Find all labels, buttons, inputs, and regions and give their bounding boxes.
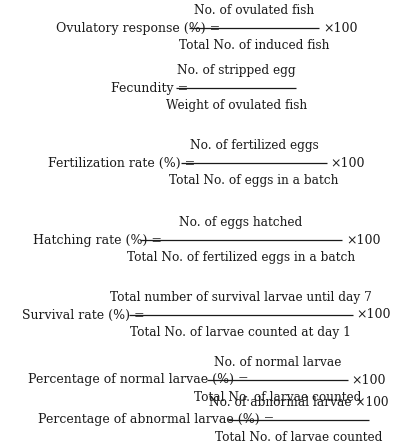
Text: Total No. of larvae counted: Total No. of larvae counted (215, 431, 382, 444)
Text: Total No. of larvae counted at day 1: Total No. of larvae counted at day 1 (131, 326, 351, 339)
Text: No. of ovulated fish: No. of ovulated fish (194, 4, 314, 17)
Text: No. of stripped egg: No. of stripped egg (177, 64, 295, 77)
Text: Weight of ovulated fish: Weight of ovulated fish (166, 99, 306, 112)
Text: Percentage of normal larvae (%) =: Percentage of normal larvae (%) = (28, 373, 248, 386)
Text: Total No. of induced fish: Total No. of induced fish (179, 39, 329, 52)
Text: Fecundity =: Fecundity = (111, 82, 188, 95)
Text: Percentage of abnormal larvae (%) =: Percentage of abnormal larvae (%) = (38, 413, 275, 427)
Text: Hatching rate (%) =: Hatching rate (%) = (33, 234, 162, 246)
Text: No. of abnormal larvae ×100: No. of abnormal larvae ×100 (209, 396, 388, 409)
Text: No. of fertilized eggs: No. of fertilized eggs (190, 139, 318, 152)
Text: Total No. of eggs in a batch: Total No. of eggs in a batch (169, 174, 339, 187)
Text: Survival rate (%) =: Survival rate (%) = (22, 309, 145, 321)
Text: ×100: ×100 (346, 234, 381, 246)
Text: No. of normal larvae: No. of normal larvae (214, 356, 341, 369)
Text: Fertilization rate (%) =: Fertilization rate (%) = (48, 156, 195, 170)
Text: No. of eggs hatched: No. of eggs hatched (179, 216, 302, 229)
Text: Total No. of fertilized eggs in a batch: Total No. of fertilized eggs in a batch (127, 251, 355, 264)
Text: ×100: ×100 (331, 156, 365, 170)
Text: Ovulatory response (%) =: Ovulatory response (%) = (56, 21, 220, 35)
Text: Total No. of larvae counted: Total No. of larvae counted (194, 391, 361, 404)
Text: Total number of survival larvae until day 7: Total number of survival larvae until da… (110, 291, 372, 304)
Text: ×100: ×100 (352, 373, 386, 386)
Text: ×100: ×100 (357, 309, 391, 321)
Text: ×100: ×100 (323, 21, 357, 35)
